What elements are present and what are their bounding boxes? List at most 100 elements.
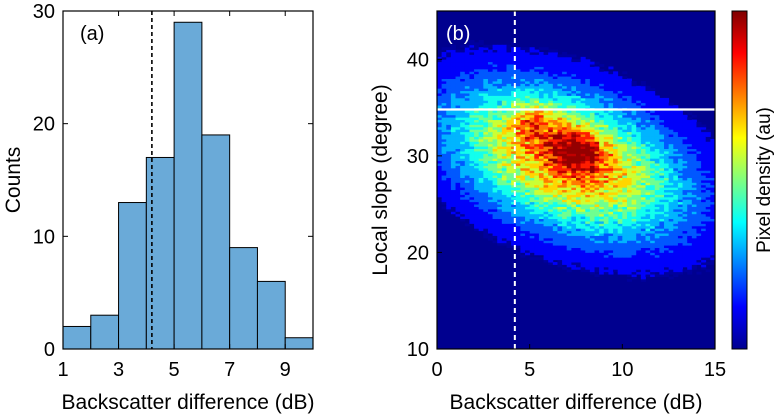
density-cell	[483, 85, 489, 89]
density-cell	[474, 73, 480, 77]
density-cell	[515, 151, 521, 154]
density-cell	[659, 163, 665, 166]
density-cell	[571, 97, 577, 101]
density-cell	[520, 61, 526, 65]
density-cell	[548, 131, 554, 135]
density-cell	[487, 177, 493, 181]
density-cell	[608, 264, 614, 268]
density-cell	[589, 216, 595, 220]
density-cell	[696, 165, 702, 169]
density-cell	[659, 148, 665, 152]
density-cell	[668, 167, 674, 171]
density-cell	[589, 221, 595, 224]
density-cell	[673, 194, 679, 198]
density-cell	[460, 134, 466, 137]
density-cell	[664, 165, 670, 169]
density-cell	[599, 262, 605, 265]
density-cell	[701, 167, 707, 171]
density-cell	[682, 216, 688, 220]
density-cell	[515, 117, 521, 121]
density-cell	[534, 97, 540, 101]
density-cell	[497, 136, 503, 140]
density-cell	[594, 93, 600, 96]
density-cell	[460, 180, 466, 183]
density-cell	[613, 126, 619, 130]
density-cell	[668, 141, 674, 145]
density-cell	[497, 221, 503, 224]
density-cell	[677, 109, 683, 113]
density-cell	[538, 237, 544, 241]
density-cell	[511, 88, 517, 92]
density-cell	[562, 250, 568, 253]
density-cell	[548, 129, 554, 133]
density-cell	[529, 160, 535, 164]
density-cell	[520, 187, 526, 191]
density-cell	[576, 112, 582, 116]
density-cell	[534, 117, 540, 121]
density-cell	[580, 71, 586, 75]
density-cell	[636, 271, 642, 275]
density-cell	[589, 233, 595, 236]
density-cell	[617, 155, 623, 159]
density-cell	[659, 146, 665, 150]
density-cell	[566, 167, 572, 171]
density-cell	[631, 247, 637, 251]
density-cell	[654, 155, 660, 159]
density-cell	[464, 100, 470, 104]
density-cell	[515, 245, 521, 248]
density-cell	[682, 245, 688, 248]
density-cell	[566, 250, 572, 253]
density-cell	[654, 177, 660, 181]
density-cell	[659, 208, 665, 212]
density-cell	[668, 134, 674, 137]
density-cell	[529, 155, 535, 159]
density-cell	[636, 262, 642, 265]
density-cell	[497, 68, 503, 72]
density-cell	[636, 237, 642, 241]
density-cell	[450, 155, 456, 159]
density-cell	[636, 131, 642, 135]
density-cell	[534, 136, 540, 140]
density-cell	[594, 124, 600, 128]
density-cell	[562, 122, 568, 125]
density-cell	[645, 85, 651, 89]
density-cell	[650, 112, 656, 116]
density-cell	[622, 254, 628, 258]
density-cell	[557, 233, 563, 236]
density-cell	[538, 88, 544, 92]
density-cell	[677, 252, 683, 256]
density-cell	[668, 158, 674, 162]
density-cell	[677, 254, 683, 258]
density-cell	[580, 167, 586, 171]
density-cell	[538, 247, 544, 251]
density-cell	[534, 119, 540, 123]
density-cell	[626, 218, 632, 222]
density-cell	[548, 182, 554, 186]
density-cell	[576, 153, 582, 157]
density-cell	[487, 112, 493, 116]
density-cell	[701, 180, 707, 183]
density-cell	[710, 180, 715, 183]
density-cell	[497, 242, 503, 246]
density-cell	[450, 201, 456, 205]
density-cell	[687, 201, 693, 205]
density-cell	[437, 126, 443, 130]
density-cell	[566, 117, 572, 121]
density-cell	[497, 76, 503, 79]
density-cell	[682, 204, 688, 207]
density-cell	[631, 105, 637, 108]
density-cell	[497, 47, 503, 51]
density-cell	[511, 153, 517, 157]
density-cell	[571, 102, 577, 106]
density-cell	[460, 213, 466, 217]
density-cell	[525, 192, 531, 195]
density-cell	[664, 114, 670, 118]
density-cell	[474, 126, 480, 130]
density-cell	[580, 158, 586, 162]
density-cell	[608, 247, 614, 251]
density-cell	[492, 56, 498, 60]
density-cell	[585, 266, 591, 270]
density-cell	[441, 172, 447, 176]
density-cell	[636, 97, 642, 101]
density-cell	[691, 151, 697, 154]
